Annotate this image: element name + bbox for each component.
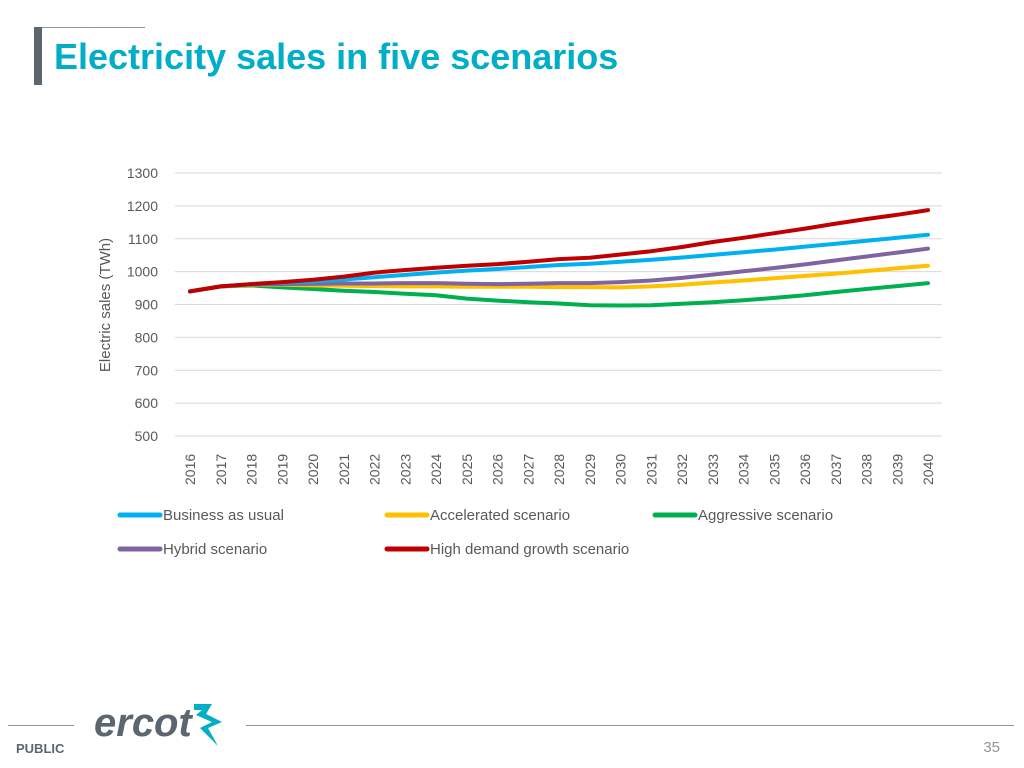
legend-label: Hybrid scenario <box>163 541 267 558</box>
x-tick-label: 2018 <box>244 454 260 485</box>
y-tick-label: 600 <box>135 395 159 411</box>
x-tick-label: 2025 <box>459 454 475 485</box>
x-tick-label: 2030 <box>613 454 629 485</box>
x-tick-label: 2028 <box>551 454 567 485</box>
series-line <box>188 208 930 294</box>
x-tick-label: 2021 <box>336 454 352 485</box>
x-tick-label: 2040 <box>920 454 936 485</box>
ercot-logo: ercot <box>94 698 229 755</box>
footer-rule-left <box>8 725 74 726</box>
x-tick-label: 2036 <box>797 454 813 485</box>
legend-label: High demand growth scenario <box>430 541 629 558</box>
y-tick-label: 500 <box>135 428 159 444</box>
x-tick-label: 2023 <box>397 454 413 485</box>
legend-label: Aggressive scenario <box>698 507 833 524</box>
x-tick-label: 2026 <box>490 454 506 485</box>
y-tick-label: 1200 <box>127 198 158 214</box>
classification-label: PUBLIC <box>16 741 65 756</box>
x-tick-label: 2037 <box>828 454 844 485</box>
y-tick-label: 800 <box>135 329 159 345</box>
title-accent-bar <box>34 27 42 85</box>
slide-title: Electricity sales in five scenarios <box>54 36 619 77</box>
y-tick-label: 1000 <box>127 264 158 280</box>
x-tick-label: 2022 <box>367 454 383 485</box>
series-line <box>188 281 930 308</box>
title-top-rule <box>42 27 145 28</box>
x-tick-label: 2033 <box>705 454 721 485</box>
x-tick-label: 2032 <box>674 454 690 485</box>
x-tick-label: 2027 <box>520 454 536 485</box>
x-tick-label: 2017 <box>213 454 229 485</box>
page-number: 35 <box>983 739 1000 756</box>
y-tick-label: 900 <box>135 297 159 313</box>
footer-rule-right <box>246 725 1014 726</box>
y-tick-label: 1100 <box>128 231 158 247</box>
y-tick-label: 700 <box>135 362 159 378</box>
series-line <box>188 246 930 294</box>
y-axis-label: Electric sales (TWh) <box>97 238 114 372</box>
x-tick-label: 2039 <box>889 454 905 485</box>
x-tick-label: 2031 <box>643 454 659 485</box>
x-tick-label: 2034 <box>736 454 752 485</box>
x-tick-label: 2016 <box>182 454 198 485</box>
x-tick-label: 2020 <box>305 454 321 485</box>
y-tick-label: 1300 <box>127 165 158 181</box>
x-tick-label: 2029 <box>582 454 598 485</box>
line-chart: 500 600 700 800 900 1000 1100 1200 1300 2016 2017 2… <box>97 165 942 558</box>
svg-text:ercot: ercot <box>94 701 193 745</box>
x-tick-label: 2019 <box>274 454 290 485</box>
x-tick-label: 2024 <box>428 454 444 485</box>
legend-label: Business as usual <box>163 507 284 524</box>
legend-label: Accelerated scenario <box>430 507 570 524</box>
x-tick-label: 2038 <box>859 454 875 485</box>
x-tick-label: 2035 <box>766 454 782 485</box>
